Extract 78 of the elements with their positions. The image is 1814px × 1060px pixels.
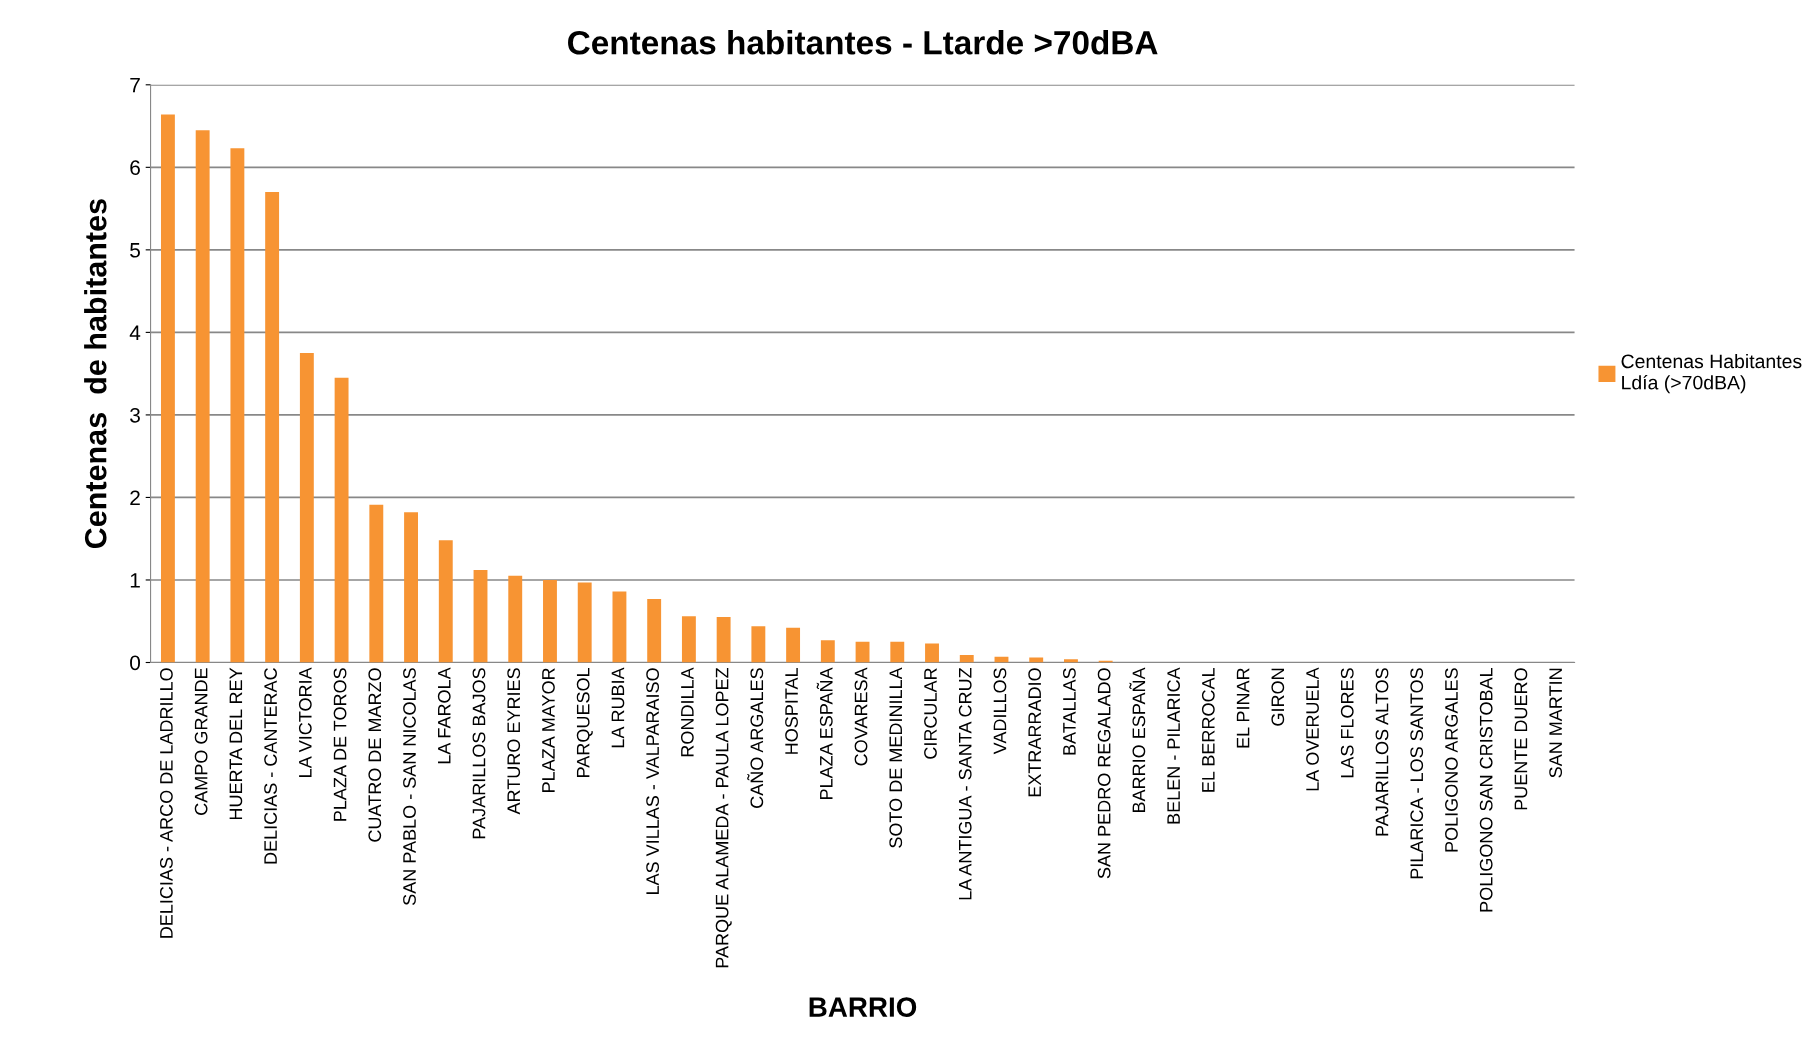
legend-label: Centenas Habitantes Ldía (>70dBA)	[1621, 353, 1802, 394]
x-tick-label: RONDILLA	[680, 667, 694, 757]
x-tick-label: CAÑO ARGALES	[747, 668, 764, 808]
y-tick-label: 2	[130, 490, 140, 505]
bar	[681, 616, 696, 663]
y-tick-label: 1	[130, 573, 140, 588]
bar	[265, 192, 280, 663]
x-tick-label: PLAZA ESPAÑA	[816, 667, 833, 800]
x-tick-label: SOTO DE MEDINILLA	[889, 667, 903, 848]
bar	[473, 570, 488, 663]
bar	[438, 540, 453, 663]
x-tick-label: COVARESA	[854, 667, 868, 766]
x-tick-label: CIRCULAR	[924, 668, 937, 759]
x-tick-label: CUATRO DE MARZO	[368, 668, 382, 842]
x-tick-label: LA ANTIGUA - SANTA CRUZ	[958, 667, 972, 900]
bar	[160, 114, 175, 663]
y-axis-title: Centenas de habitantes	[84, 199, 107, 549]
x-tick-label: PAJARILLOS ALTOS	[1375, 668, 1389, 836]
bar	[716, 617, 731, 663]
chart-title: Centenas habitantes - Ltarde >70dBA	[568, 30, 1158, 55]
x-tick-label: PAJARILLOS BAJOS	[472, 668, 486, 839]
x-tick-label: PARQUESOL	[576, 667, 593, 777]
x-tick-label: LAS FLORES	[1340, 668, 1354, 778]
x-tick-label: EL PINAR	[1236, 668, 1250, 748]
x-tick-label: PLAZA MAYOR	[542, 668, 555, 792]
x-tick-label: LA FAROLA	[437, 667, 451, 764]
bar	[230, 148, 245, 663]
x-tick-label: PARQUE ALAMEDA - PAULA LOPEZ	[715, 667, 732, 968]
x-tick-label: BELEN - PILARICA	[1167, 667, 1180, 824]
bar	[925, 643, 939, 663]
x-tick-label: POLIGONO ARGALES	[1445, 668, 1458, 852]
bar	[543, 579, 557, 663]
x-tick-label: EL BERROCAL	[1201, 667, 1215, 792]
y-tick-label: 0	[130, 655, 141, 671]
x-tick-label: BATALLAS	[1063, 668, 1076, 755]
bar	[612, 591, 627, 663]
bar	[786, 627, 801, 663]
x-tick-label: LA VICTORIA	[298, 667, 312, 777]
x-tick-label: PLAZA DE TOROS	[333, 668, 347, 821]
bar	[820, 640, 835, 663]
bar	[508, 575, 523, 663]
x-tick-label: VADILLOS	[993, 668, 1007, 755]
bar	[751, 626, 766, 663]
x-tick-label: PILARICA - LOS SANTOS	[1410, 668, 1424, 879]
bar	[959, 655, 974, 663]
bar	[299, 353, 314, 663]
x-tick-label: POLIGONO SAN CRISTOBAL	[1479, 667, 1493, 912]
x-tick-label: LAS VILLAS - VALPARAISO	[646, 668, 660, 895]
x-tick-label: SAN MARTIN	[1549, 668, 1563, 778]
x-tick-label: HUERTA DEL REY	[229, 667, 243, 820]
bar	[890, 641, 905, 663]
x-tick-label: GIRON	[1271, 668, 1285, 726]
x-tick-label: CAMPO GRANDE	[194, 668, 208, 815]
bar	[334, 377, 349, 663]
x-tick-label: SAN PEDRO REGALADO	[1097, 668, 1111, 879]
x-tick-label: EXTRARRADIO	[1028, 668, 1042, 797]
bar	[404, 512, 418, 663]
y-tick-label: 6	[130, 160, 140, 176]
x-tick-label: LA OVERUELA	[1306, 667, 1319, 791]
x-tick-label: DELICIAS - ARCO DE LADRILLO	[159, 668, 173, 938]
bar	[647, 598, 662, 663]
y-tick-label: 7	[130, 78, 140, 93]
bar	[1064, 659, 1078, 663]
x-tick-label: BARRIO ESPAÑA	[1129, 667, 1146, 813]
x-tick-label: HOSPITAL	[785, 667, 798, 754]
bar	[195, 130, 210, 663]
bar	[577, 582, 592, 663]
x-tick-label: DELICIAS - CANTERAC	[264, 668, 277, 864]
x-tick-label: LA RUBIA	[611, 667, 625, 748]
x-axis-title: BARRIO	[809, 997, 917, 1017]
bar	[855, 641, 870, 663]
y-tick-label: 3	[130, 407, 140, 423]
x-tick-label: ARTURO EYRIES	[507, 668, 521, 815]
bar	[369, 504, 384, 663]
x-tick-label: PUENTE DUERO	[1514, 668, 1528, 810]
y-tick-label: 5	[130, 243, 140, 258]
y-tick-label: 4	[129, 325, 141, 340]
x-tick-label: SAN PABLO - SAN NICOLAS	[403, 668, 416, 906]
